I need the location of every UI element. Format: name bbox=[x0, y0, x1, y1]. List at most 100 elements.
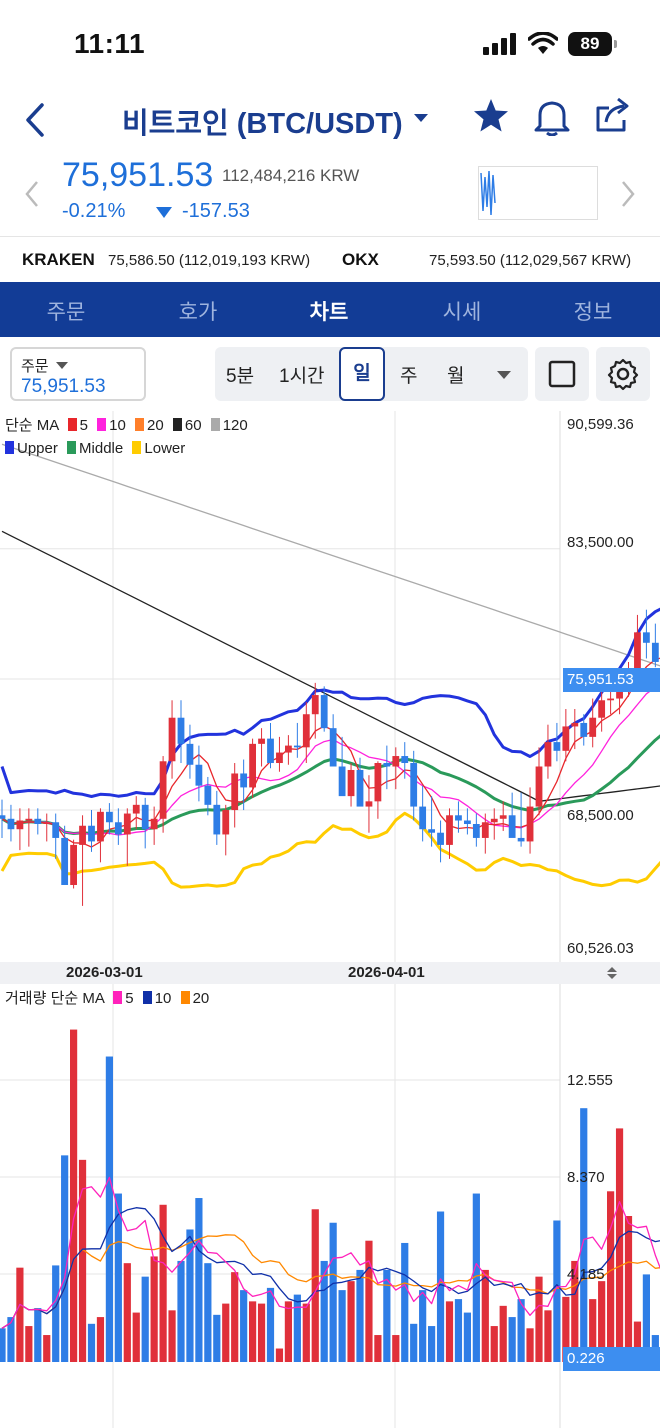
date-label: 2026-04-01 bbox=[348, 964, 425, 981]
square-icon bbox=[548, 360, 576, 388]
bb-upper-line bbox=[0, 607, 660, 798]
bb-middle-label: Middle bbox=[79, 440, 124, 457]
price-volume-chart[interactable] bbox=[0, 411, 660, 1428]
volume-bar bbox=[526, 1328, 534, 1362]
share-icon[interactable] bbox=[594, 96, 632, 134]
star-icon[interactable] bbox=[472, 98, 510, 134]
candle-body bbox=[580, 722, 588, 737]
tab-info[interactable]: 정보 bbox=[573, 301, 613, 324]
candle-body bbox=[571, 722, 579, 727]
volume-bar bbox=[589, 1299, 597, 1362]
volume-bar bbox=[159, 1204, 167, 1362]
volume-bar bbox=[562, 1296, 570, 1362]
gear-icon bbox=[607, 358, 639, 391]
candle-body bbox=[499, 815, 507, 819]
back-icon[interactable] bbox=[22, 102, 48, 138]
candle-body bbox=[231, 773, 239, 811]
exchange-value: 75,593.50 (112,029,567 KRW) bbox=[429, 252, 632, 269]
volume-bar bbox=[16, 1267, 24, 1362]
volume-bar bbox=[7, 1317, 15, 1362]
prev-icon[interactable] bbox=[24, 180, 40, 208]
volume-axis-label: 4.185 bbox=[567, 1266, 605, 1283]
candle-body bbox=[276, 752, 283, 764]
ma-120-swatch bbox=[210, 418, 220, 431]
period-day[interactable]: 일 bbox=[339, 347, 385, 401]
volume-bar bbox=[436, 1211, 445, 1362]
volume-current-tag: 0.226 bbox=[563, 1347, 660, 1371]
tab-bar: 주문 호가 차트 시세 정보 bbox=[0, 282, 660, 337]
resize-handle-icon[interactable] bbox=[604, 965, 620, 981]
candle-body bbox=[177, 717, 185, 744]
exchange-row: KRAKEN 75,586.50 (112,019,193 KRW) OKX 7… bbox=[0, 236, 660, 282]
candle-body bbox=[106, 811, 113, 823]
volume-bar bbox=[463, 1312, 471, 1362]
ma-10-label: 10 bbox=[109, 417, 126, 434]
volume-bar bbox=[454, 1299, 463, 1362]
volume-bar bbox=[222, 1303, 230, 1362]
candle-body bbox=[562, 726, 570, 751]
candle-body bbox=[132, 804, 140, 814]
volume-bar bbox=[428, 1326, 436, 1362]
tab-orderbook[interactable]: 호가 bbox=[178, 301, 218, 324]
tab-chart[interactable]: 차트 bbox=[309, 301, 349, 324]
candle-body bbox=[159, 761, 167, 819]
volume-bar bbox=[96, 1317, 105, 1362]
period-1hour[interactable]: 1시간 bbox=[279, 366, 325, 387]
candle-body bbox=[508, 815, 516, 838]
order-label: 주문 bbox=[21, 358, 49, 375]
tab-market[interactable]: 시세 bbox=[442, 301, 482, 324]
volume-bar bbox=[311, 1209, 319, 1362]
price-krw: 112,484,216 KRW bbox=[222, 166, 360, 185]
settings-button[interactable] bbox=[596, 347, 650, 401]
volume-bar bbox=[624, 1216, 633, 1362]
tab-order[interactable]: 주문 bbox=[46, 301, 86, 324]
candle-body bbox=[240, 773, 248, 788]
volume-bar bbox=[365, 1240, 373, 1362]
volume-axis-label: 8.370 bbox=[567, 1169, 605, 1186]
volume-bar bbox=[544, 1310, 552, 1362]
vol-ma-10-label: 10 bbox=[154, 990, 172, 1007]
volume-bar bbox=[615, 1128, 624, 1362]
candle-body bbox=[213, 804, 221, 835]
volume-bar bbox=[302, 1303, 310, 1362]
next-icon[interactable] bbox=[620, 180, 636, 208]
volume-bar bbox=[410, 1323, 418, 1362]
volume-bar bbox=[320, 1260, 328, 1362]
volume-bar bbox=[517, 1299, 525, 1362]
chevron-down-icon[interactable] bbox=[497, 371, 511, 379]
volume-bar bbox=[78, 1159, 87, 1362]
bb-lower-swatch bbox=[132, 441, 142, 454]
volume-bar bbox=[383, 1269, 391, 1362]
candle-body bbox=[88, 825, 95, 842]
candle-body bbox=[0, 815, 6, 819]
chart-area[interactable]: 단순 MA 5 10 20 60 120 Upper Middle Lower … bbox=[0, 411, 660, 1428]
candle-body bbox=[401, 756, 409, 764]
volume-bar bbox=[338, 1290, 346, 1362]
order-price: 75,951.53 bbox=[21, 376, 106, 397]
candle-body bbox=[249, 743, 256, 788]
page-title[interactable]: 비트코인 (BTC/USDT) bbox=[122, 108, 403, 140]
period-5min[interactable]: 5분 bbox=[226, 366, 255, 387]
volume-bar bbox=[105, 1056, 113, 1362]
bb-upper-swatch bbox=[5, 441, 14, 454]
chevron-down-icon[interactable] bbox=[414, 114, 428, 122]
fullscreen-button[interactable] bbox=[535, 347, 589, 401]
vol-ma-5-swatch bbox=[113, 991, 123, 1004]
order-dropdown[interactable]: 주문 75,951.53 bbox=[10, 347, 146, 401]
candle-body bbox=[222, 810, 230, 835]
ma-20-swatch bbox=[135, 418, 144, 431]
ma-120-line bbox=[1, 443, 660, 667]
volume-bar bbox=[481, 1269, 489, 1362]
candle-body bbox=[293, 745, 301, 748]
period-week[interactable]: 주 bbox=[400, 366, 418, 387]
status-bar: 11:11 89 bbox=[0, 0, 660, 90]
volume-bar bbox=[553, 1220, 561, 1362]
volume-bar bbox=[123, 1263, 131, 1362]
bell-icon[interactable] bbox=[532, 98, 572, 136]
volume-bar bbox=[249, 1301, 257, 1362]
mini-chart[interactable] bbox=[478, 166, 598, 220]
volume-bar bbox=[347, 1281, 355, 1362]
period-month[interactable]: 월 bbox=[447, 366, 465, 387]
bb-lower-label: Lower bbox=[144, 440, 186, 457]
date-label: 2026-03-01 bbox=[66, 964, 143, 981]
